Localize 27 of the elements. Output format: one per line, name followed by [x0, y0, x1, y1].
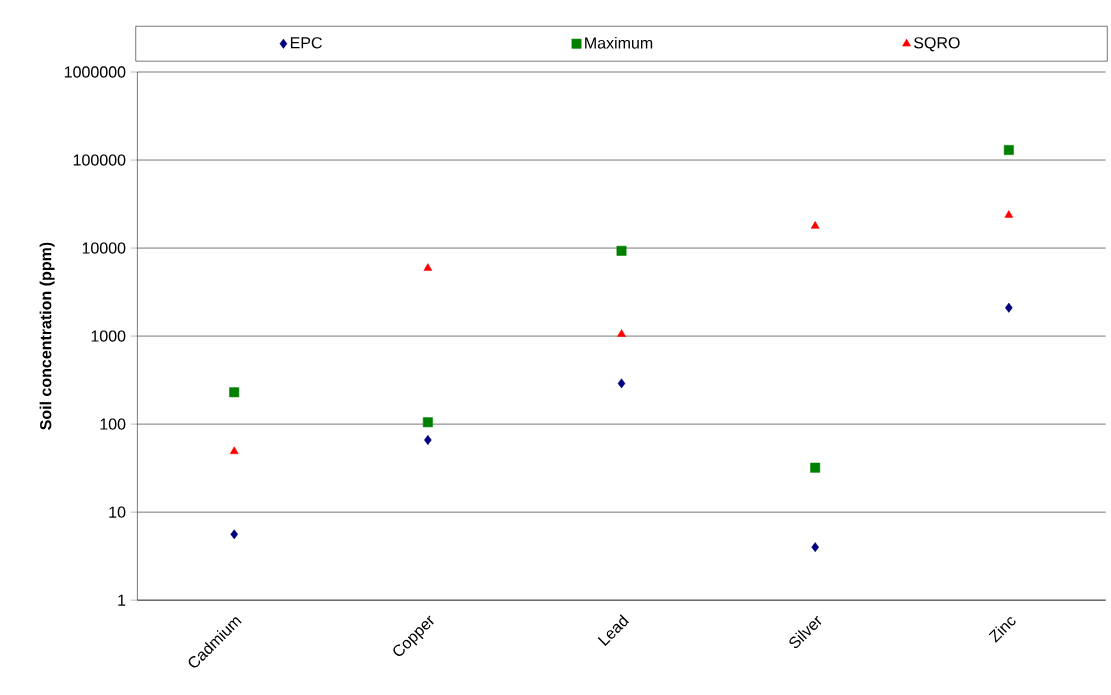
- legend-label: SQRO: [914, 37, 960, 52]
- point: [230, 529, 238, 540]
- point: [617, 329, 626, 337]
- y-tick-label: 1000000: [64, 66, 126, 78]
- point: [810, 462, 821, 473]
- point: [229, 387, 240, 398]
- y-axis-title: Soil concentration (ppm): [39, 242, 55, 430]
- point: [423, 263, 433, 271]
- point: [1004, 210, 1014, 218]
- y-tick-label: 100000: [73, 154, 126, 166]
- point: [616, 245, 627, 256]
- point: [229, 446, 239, 455]
- point: [810, 221, 820, 229]
- x-tick-label: Zinc: [988, 617, 1016, 643]
- point: [424, 435, 432, 446]
- y-tick-label: 1000: [91, 330, 126, 342]
- legend-label: EPC: [290, 37, 322, 49]
- point: [1005, 302, 1013, 313]
- point: [1003, 145, 1014, 156]
- y-tick-label: 10000: [82, 242, 126, 254]
- y-tick-label: 100: [100, 418, 126, 430]
- point: [811, 542, 819, 553]
- point: [422, 417, 433, 428]
- point: [617, 378, 626, 389]
- y-tick-label: 1: [118, 594, 126, 606]
- legend-label: Maximum: [585, 36, 653, 49]
- y-tick-label: 10: [109, 506, 126, 518]
